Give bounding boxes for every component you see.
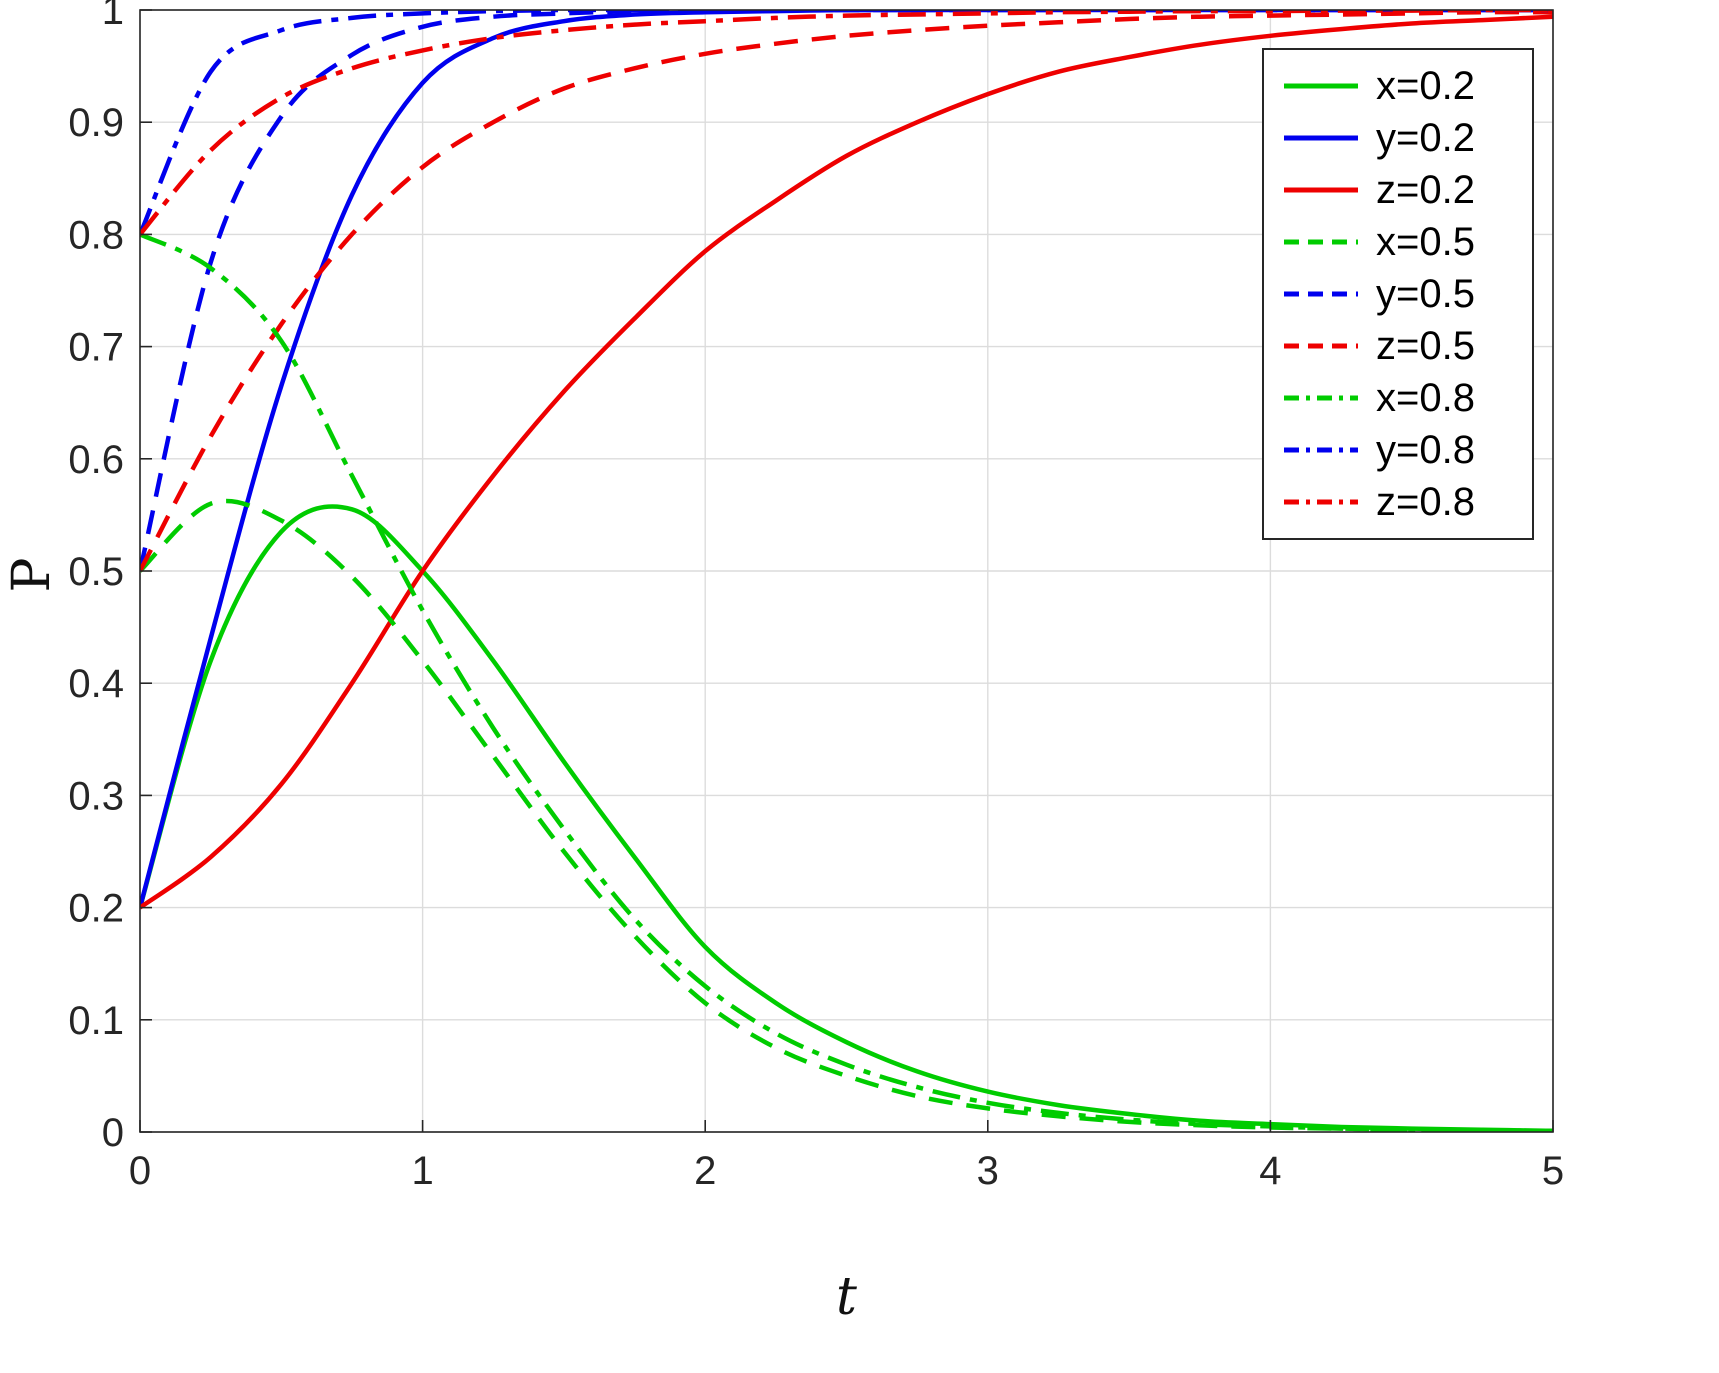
curve-z=0.2 xyxy=(140,14,1553,910)
curve-x=0.2 xyxy=(140,504,1553,1132)
legend-line-sample xyxy=(1284,395,1358,401)
legend-entry: x=0.5 xyxy=(1282,216,1532,268)
legend: x=0.2 y=0.2 z=0.2 x=0.5 y=0.5 z=0.5 x=0.… xyxy=(1262,48,1534,540)
y-tick-label: 0.2 xyxy=(68,887,124,931)
curve-y=0.8 xyxy=(140,10,1553,236)
legend-label: x=0.8 xyxy=(1376,375,1475,420)
y-tick-label: 0.4 xyxy=(68,662,124,706)
x-tick-label: 3 xyxy=(977,1149,999,1193)
legend-line-sample xyxy=(1284,499,1358,505)
y-tick-label: 0.9 xyxy=(68,101,124,145)
x-tick-label: 5 xyxy=(1542,1149,1564,1193)
x-tick-label: 1 xyxy=(411,1149,433,1193)
legend-label: x=0.5 xyxy=(1376,219,1475,264)
legend-entry: x=0.2 xyxy=(1282,60,1532,112)
y-tick-label: 0.7 xyxy=(68,326,124,370)
y-tick-label: 0.1 xyxy=(68,999,124,1043)
legend-label: z=0.8 xyxy=(1376,479,1475,524)
legend-label: y=0.5 xyxy=(1376,271,1475,316)
legend-label: z=0.5 xyxy=(1376,323,1475,368)
x-axis-label: t xyxy=(836,1267,857,1327)
legend-entry: z=0.2 xyxy=(1282,164,1532,216)
legend-line-sample xyxy=(1284,187,1358,193)
legend-label: y=0.8 xyxy=(1376,427,1475,472)
legend-line-sample xyxy=(1284,291,1358,297)
y-tick-label: 0.6 xyxy=(68,438,124,482)
curve-z=0.8 xyxy=(140,10,1553,236)
legend-line-sample xyxy=(1284,447,1358,453)
legend-line-sample xyxy=(1284,83,1358,89)
y-tick-label: 0.5 xyxy=(68,550,124,594)
legend-entry: y=0.5 xyxy=(1282,268,1532,320)
grid xyxy=(139,9,1554,1133)
legend-entry: y=0.8 xyxy=(1282,424,1532,476)
legend-label: y=0.2 xyxy=(1376,115,1475,160)
curve-z=0.5 xyxy=(140,10,1553,573)
legend-line-sample xyxy=(1284,239,1358,245)
curve-x=0.8 xyxy=(140,232,1553,1132)
y-axis-label: P xyxy=(2,557,62,593)
y-tick-label: 1 xyxy=(102,0,124,33)
y-tick-label: 0.8 xyxy=(68,213,124,257)
legend-line-sample xyxy=(1284,343,1358,349)
legend-label: x=0.2 xyxy=(1376,63,1475,108)
legend-entry: x=0.8 xyxy=(1282,372,1532,424)
y-tick-label: 0 xyxy=(102,1111,124,1155)
curve-x=0.5 xyxy=(140,498,1553,1132)
tick-marks xyxy=(139,9,1554,1133)
legend-entry: z=0.8 xyxy=(1282,476,1532,528)
legend-entry: y=0.2 xyxy=(1282,112,1532,164)
legend-line-sample xyxy=(1284,135,1358,141)
y-tick-label: 0.3 xyxy=(68,774,124,818)
curves xyxy=(140,10,1553,1132)
legend-label: z=0.2 xyxy=(1376,167,1475,212)
x-tick-label: 2 xyxy=(694,1149,716,1193)
curve-y=0.5 xyxy=(140,10,1553,572)
legend-entry: z=0.5 xyxy=(1282,320,1532,372)
x-tick-label: 4 xyxy=(1259,1149,1281,1193)
x-tick-label: 0 xyxy=(129,1149,151,1193)
